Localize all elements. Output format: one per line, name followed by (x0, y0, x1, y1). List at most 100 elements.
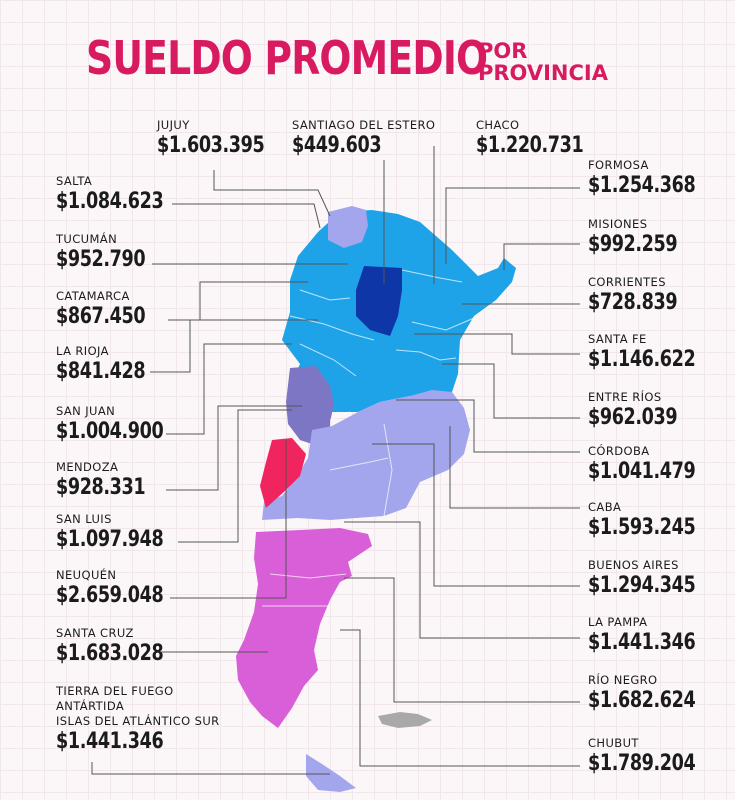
province-salary: $1.603.395 (157, 133, 265, 158)
page-title: SUELDO PROMEDIO (86, 31, 488, 85)
province-salary: $1.220.731 (476, 133, 584, 158)
leader-entrerios (442, 363, 580, 419)
leader-catamarca (168, 281, 308, 321)
province-salary: $1.294.345 (588, 573, 696, 598)
province-name: LA RIOJA (56, 344, 109, 358)
label-santa-cruz: SANTA CRUZ $1.683.028 (56, 626, 190, 667)
leader-formosa (445, 187, 580, 264)
label-santiago-del-estero: SANTIAGO DEL ESTERO $449.603 (292, 118, 435, 159)
province-name: CATAMARCA (56, 289, 130, 303)
province-name-line-2: ANTÁRTIDA (56, 699, 125, 713)
province-salary: $1.441.346 (56, 729, 164, 754)
label-misiones: MISIONES $992.259 (588, 217, 700, 258)
label-rio-negro: RÍO NEGRO $1.682.624 (588, 673, 722, 714)
leader-lapampa (344, 521, 580, 639)
region-islas-malvinas (378, 712, 432, 728)
province-name: CABA (588, 500, 622, 514)
province-salary: $1.146.622 (588, 347, 696, 372)
province-name: NEUQUÉN (56, 568, 117, 582)
province-salary: $449.603 (292, 133, 382, 158)
label-chaco: CHACO $1.220.731 (476, 118, 610, 159)
province-name: SAN LUIS (56, 512, 112, 526)
leader-caba (449, 426, 580, 509)
province-name: MISIONES (588, 217, 648, 231)
leader-lines (91, 146, 580, 775)
leader-salta (172, 203, 321, 229)
leader-rionegro (344, 577, 580, 703)
label-salta: SALTA $1.084.623 (56, 174, 190, 215)
label-buenos-aires: BUENOS AIRES $1.294.345 (588, 558, 722, 599)
province-name: SALTA (56, 174, 93, 188)
province-salary: $1.441.346 (588, 630, 696, 655)
region-patagonia (236, 528, 372, 728)
province-salary: $928.331 (56, 475, 146, 500)
province-name: CHACO (476, 118, 520, 132)
leader-santafe (414, 333, 580, 355)
province-name: SAN JUAN (56, 404, 116, 418)
province-salary: $728.839 (588, 290, 678, 315)
page-subtitle: POR PROVINCIA (478, 40, 608, 84)
province-salary: $841.428 (56, 359, 146, 384)
label-santa-fe: SANTA FE $1.146.622 (588, 332, 722, 373)
label-la-pampa: LA PAMPA $1.441.346 (588, 615, 722, 656)
region-santiago-del-estero (356, 266, 402, 336)
leader-neuquen (170, 440, 287, 599)
province-name: SANTA FE (588, 332, 647, 346)
label-mendoza: MENDOZA $928.331 (56, 460, 168, 501)
province-salary: $1.041.479 (588, 459, 696, 484)
label-cordoba: CÓRDOBA $1.041.479 (588, 444, 722, 485)
label-neuquen: NEUQUÉN $2.659.048 (56, 568, 190, 609)
province-name-line-3: ISLAS DEL ATLÁNTICO SUR (56, 714, 220, 728)
label-catamarca: CATAMARCA $867.450 (56, 289, 168, 330)
province-salary: $1.593.245 (588, 515, 696, 540)
province-salary: $867.450 (56, 304, 146, 329)
province-name: CHUBUT (588, 736, 639, 750)
subtitle-line-2: PROVINCIA (478, 61, 608, 85)
province-salary: $1.682.624 (588, 688, 696, 713)
leader-larioja (150, 319, 318, 373)
province-salary: $962.039 (588, 405, 678, 430)
label-corrientes: CORRIENTES $728.839 (588, 275, 700, 316)
region-tierra-del-fuego (306, 754, 356, 792)
province-salary: $1.097.948 (56, 527, 164, 552)
province-name: CÓRDOBA (588, 444, 650, 458)
province-name: MENDOZA (56, 460, 119, 474)
region-north (282, 210, 516, 412)
leader-buenosaires (372, 443, 580, 587)
leader-misiones (503, 243, 580, 270)
label-jujuy: JUJUY $1.603.395 (157, 118, 291, 159)
region-center (262, 390, 470, 520)
leader-chubut (340, 629, 580, 767)
province-name: ENTRE RÍOS (588, 390, 662, 404)
region-jujuy (328, 206, 368, 248)
province-salary: $1.004.900 (56, 419, 164, 444)
province-salary: $1.084.623 (56, 189, 164, 214)
label-tierra-del-fuego: TIERRA DEL FUEGO ANTÁRTIDA ISLAS DEL ATL… (56, 684, 220, 755)
province-name: RÍO NEGRO (588, 673, 658, 687)
leader-cordoba (396, 399, 580, 453)
leader-tierradelfuego (91, 762, 330, 775)
province-salary: $1.789.204 (588, 751, 696, 776)
label-la-rioja: LA RIOJA $841.428 (56, 344, 168, 385)
province-name: JUJUY (157, 118, 190, 132)
label-entre-rios: ENTRE RÍOS $962.039 (588, 390, 700, 431)
subtitle-line-1: POR (478, 39, 528, 63)
region-san-juan (286, 366, 334, 446)
province-salary: $992.259 (588, 232, 678, 257)
province-name: FORMOSA (588, 158, 649, 172)
label-san-juan: SAN JUAN $1.004.900 (56, 404, 190, 445)
label-san-luis: SAN LUIS $1.097.948 (56, 512, 190, 553)
province-borders (262, 269, 475, 607)
province-name: SANTA CRUZ (56, 626, 134, 640)
label-caba: CABA $1.593.245 (588, 500, 722, 541)
leader-jujuy (213, 170, 331, 217)
label-tucuman: TUCUMÁN $952.790 (56, 232, 168, 273)
province-name: TUCUMÁN (56, 232, 118, 246)
province-name-line-1: TIERRA DEL FUEGO (56, 684, 174, 698)
label-formosa: FORMOSA $1.254.368 (588, 158, 722, 199)
region-mendoza (260, 438, 306, 508)
label-chubut: CHUBUT $1.789.204 (588, 736, 722, 777)
province-salary: $1.683.028 (56, 641, 164, 666)
province-salary: $952.790 (56, 247, 146, 272)
